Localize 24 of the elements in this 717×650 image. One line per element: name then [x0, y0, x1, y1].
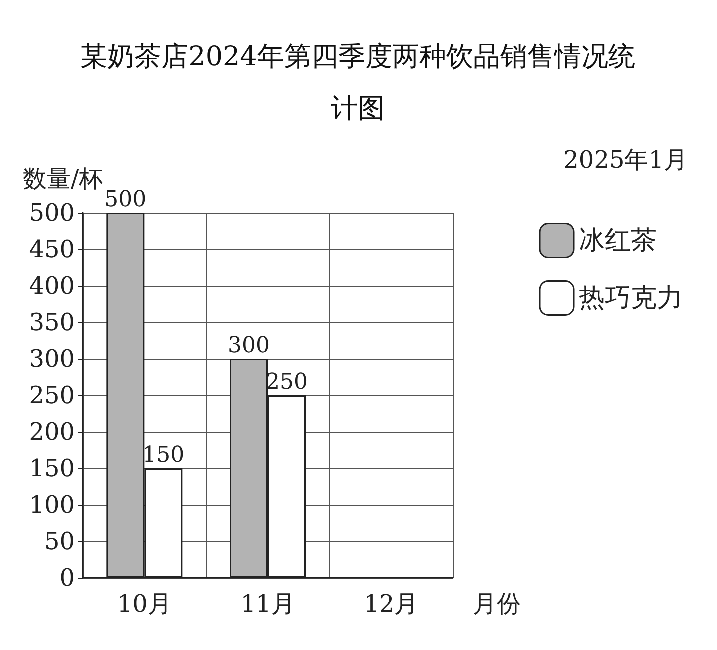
data-label: 150: [142, 443, 185, 468]
y-axis-title: 数量/杯: [23, 165, 104, 193]
data-label: 500: [104, 188, 147, 212]
text: 2025年1月: [564, 146, 688, 174]
y-tick-label: 400: [29, 272, 75, 300]
data-label: 300: [228, 334, 270, 358]
y-tick-label: 450: [29, 236, 75, 264]
chart-title: 某奶茶店2024年第四季度两种饮品销售情况统计图: [80, 42, 636, 124]
x-tick-label: 10月: [117, 590, 172, 618]
y-tick-label: 300: [29, 345, 75, 373]
y-tick-label: 200: [29, 418, 75, 446]
y-tick-label: 0: [60, 564, 75, 592]
y-tick-label: 100: [29, 491, 75, 519]
y-tick-label: 50: [44, 528, 75, 556]
legend-label: 热巧克力: [579, 283, 683, 314]
legend-label: 冰红茶: [579, 226, 657, 256]
x-tick-label: 11月: [240, 590, 296, 618]
y-tick-label: 500: [29, 199, 75, 227]
y-tick-label: 350: [29, 308, 75, 336]
x-tick-label: 12月: [364, 590, 419, 618]
data-label: 250: [266, 370, 308, 395]
y-tick-label: 150: [29, 454, 75, 482]
x-axis-title: 月份: [473, 590, 521, 618]
y-tick-label: 250: [29, 382, 75, 410]
